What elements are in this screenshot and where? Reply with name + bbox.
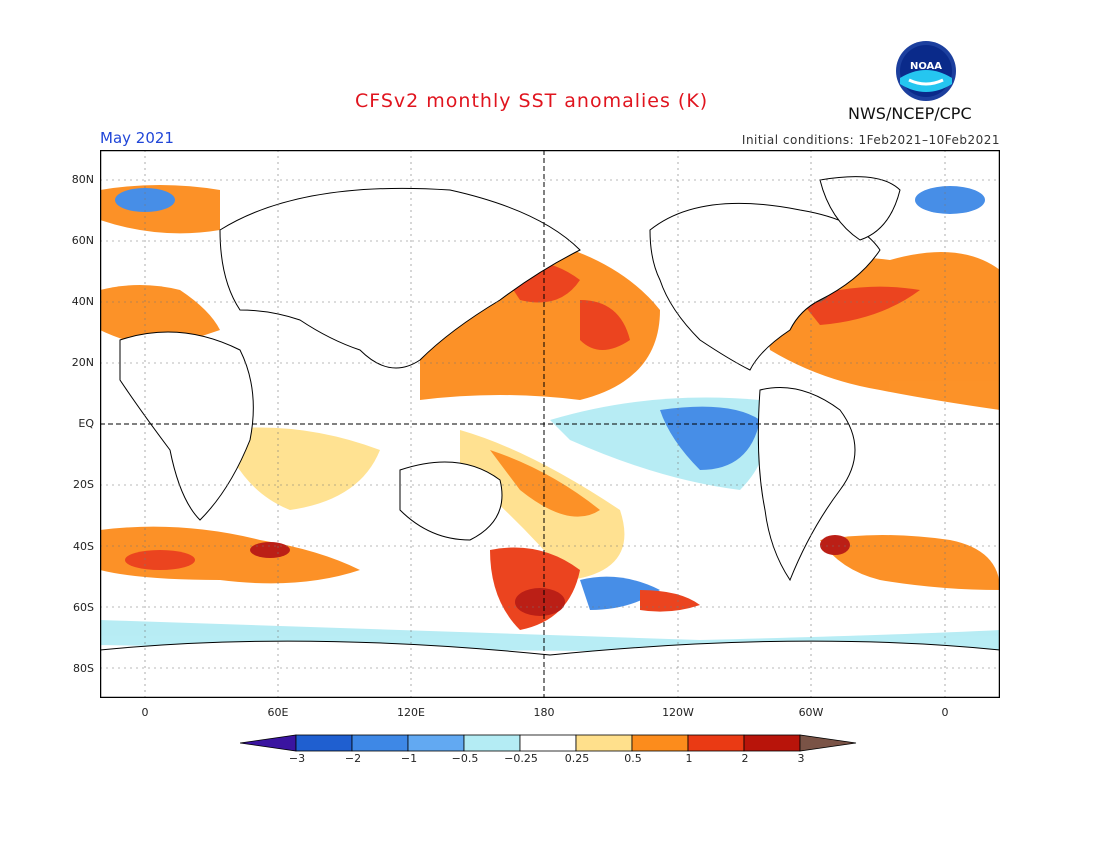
lon-label-60e: 60E bbox=[267, 706, 289, 719]
lon-label-0: 0 bbox=[141, 706, 149, 719]
lon-label-180: 180 bbox=[533, 706, 555, 719]
lat-label-60s: 60S bbox=[73, 601, 94, 614]
colorbar-label-5: −0.25 bbox=[504, 752, 538, 765]
lon-label-60w: 60W bbox=[798, 706, 824, 719]
lat-label-20n: 20N bbox=[71, 356, 94, 369]
initial-conditions: Initial conditions: 1Feb2021–10Feb2021 bbox=[741, 133, 1000, 147]
colorbar-label-6: 0.25 bbox=[564, 752, 590, 765]
lat-label-40n: 40N bbox=[71, 295, 94, 308]
colorbar-label-10: 3 bbox=[797, 752, 805, 765]
lat-label-40s: 40S bbox=[73, 540, 94, 553]
colorbar-swatch-4 bbox=[463, 734, 521, 752]
colorbar-label-1: −3 bbox=[288, 752, 306, 765]
grid-lines bbox=[100, 150, 1000, 698]
colorbar-max-arrow bbox=[799, 734, 857, 752]
colorbar-label-7: 0.5 bbox=[624, 752, 642, 765]
lon-label-0-right: 0 bbox=[941, 706, 949, 719]
colorbar-swatch-3 bbox=[407, 734, 465, 752]
colorbar-label-8: 1 bbox=[685, 752, 693, 765]
sst-anomaly-map bbox=[100, 150, 1000, 698]
continents bbox=[100, 176, 1000, 698]
forecast-month: May 2021 bbox=[100, 129, 174, 147]
colorbar-label-2: −2 bbox=[344, 752, 362, 765]
colorbar-swatch-1 bbox=[295, 734, 353, 752]
colorbar-label-9: 2 bbox=[741, 752, 749, 765]
colorbar-min-arrow bbox=[240, 734, 297, 752]
colorbar-swatch-2 bbox=[351, 734, 409, 752]
lat-label-80n: 80N bbox=[71, 173, 94, 186]
colorbar-swatch-5 bbox=[519, 734, 577, 752]
lat-label-eq: EQ bbox=[78, 417, 94, 430]
agency-label: NWS/NCEP/CPC bbox=[848, 104, 972, 123]
noaa-logo-icon: NOAA bbox=[896, 41, 956, 101]
colorbar-swatch-9 bbox=[743, 734, 801, 752]
colorbar-label-4: −0.5 bbox=[451, 752, 479, 765]
equator-dateline bbox=[100, 150, 1000, 698]
lat-label-80s: 80S bbox=[73, 662, 94, 675]
lon-label-120e: 120E bbox=[397, 706, 425, 719]
svg-text:NOAA: NOAA bbox=[910, 61, 942, 72]
map-title: CFSv2 monthly SST anomalies (K) bbox=[355, 90, 709, 112]
colorbar-swatch-8 bbox=[687, 734, 745, 752]
colorbar bbox=[240, 734, 857, 752]
lon-label-120w: 120W bbox=[662, 706, 694, 719]
lat-label-60n: 60N bbox=[71, 234, 94, 247]
lat-label-20s: 20S bbox=[73, 478, 94, 491]
colorbar-label-3: −1 bbox=[400, 752, 418, 765]
colorbar-swatch-7 bbox=[631, 734, 689, 752]
colorbar-swatch-6 bbox=[575, 734, 633, 752]
